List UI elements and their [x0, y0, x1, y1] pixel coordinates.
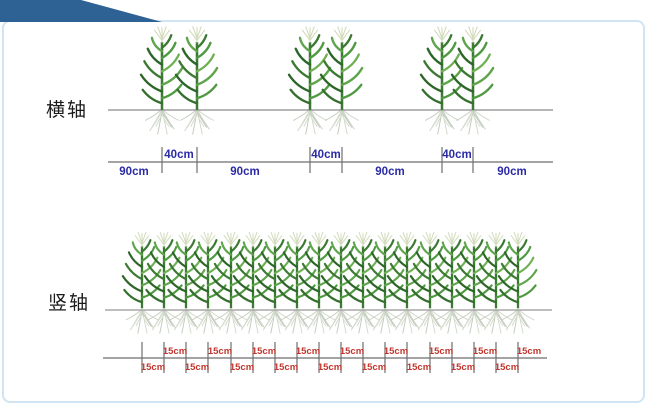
top-axis-label: 横轴 — [46, 100, 89, 121]
corn-roots — [324, 309, 358, 334]
measurement-label: 15cm — [473, 346, 497, 357]
corn-roots — [169, 309, 203, 334]
measurement-label: 15cm — [163, 346, 187, 357]
measurement-label: 15cm — [252, 346, 276, 357]
bottom-row-diagram: 15cm 15cm 15cm 15cm 15cm 15cm 15cm 15cm 15cm 15cm… — [103, 231, 552, 373]
measurement-label: 15cm — [318, 362, 342, 373]
corn-roots — [180, 109, 214, 135]
corn-roots — [457, 309, 491, 334]
corn-roots — [479, 309, 513, 334]
corn-roots — [501, 309, 535, 334]
corn-roots — [125, 309, 159, 334]
corn-roots — [258, 309, 292, 334]
corn-plant — [450, 26, 495, 110]
measurement-label: 15cm — [340, 346, 364, 357]
measurement-label: 90cm — [119, 166, 148, 178]
measurement-label: 15cm — [208, 346, 232, 357]
corn-roots — [413, 309, 447, 334]
measurement-label: 90cm — [230, 166, 259, 178]
measurement-label: 15cm — [451, 362, 475, 373]
corn-roots — [145, 109, 179, 135]
corn-plant — [319, 26, 364, 110]
corn-roots — [214, 309, 248, 334]
corn-roots — [280, 309, 314, 334]
measurement-label: 40cm — [442, 149, 471, 161]
measurement-label: 15cm — [517, 346, 541, 357]
corn-roots — [456, 109, 490, 135]
corn-plant — [287, 26, 332, 110]
corn-roots — [346, 309, 380, 334]
measurement-label: 15cm — [296, 346, 320, 357]
corn-plant — [419, 26, 464, 110]
measurement-label: 90cm — [497, 166, 526, 178]
measurement-label: 15cm — [429, 346, 453, 357]
bottom-axis-label: 竖轴 — [48, 293, 91, 314]
measurement-label: 15cm — [185, 362, 209, 373]
measurement-label: 40cm — [164, 149, 193, 161]
corn-roots — [435, 309, 469, 334]
corn-roots — [293, 109, 327, 135]
corn-roots — [325, 109, 359, 135]
measurement-label: 15cm — [230, 362, 254, 373]
corn-roots — [236, 309, 270, 334]
corn-roots — [147, 309, 181, 334]
measurement-label: 15cm — [384, 346, 408, 357]
corn-roots — [368, 309, 402, 334]
measurement-label: 15cm — [362, 362, 386, 373]
measurement-label: 15cm — [407, 362, 431, 373]
corn-plant — [139, 26, 184, 110]
measurement-label: 90cm — [375, 166, 404, 178]
corn-plant — [497, 231, 538, 310]
slide-border — [2, 20, 645, 403]
measurement-label: 15cm — [274, 362, 298, 373]
measurement-label: 15cm — [495, 362, 519, 373]
corn-roots — [425, 109, 459, 135]
measurement-label: 15cm — [141, 362, 165, 373]
measurement-label: 40cm — [311, 149, 340, 161]
corn-roots — [302, 309, 336, 334]
top-row-diagram: 90cm 40cm 90cm 40cm 90cm 40cm 90cm — [108, 26, 553, 178]
